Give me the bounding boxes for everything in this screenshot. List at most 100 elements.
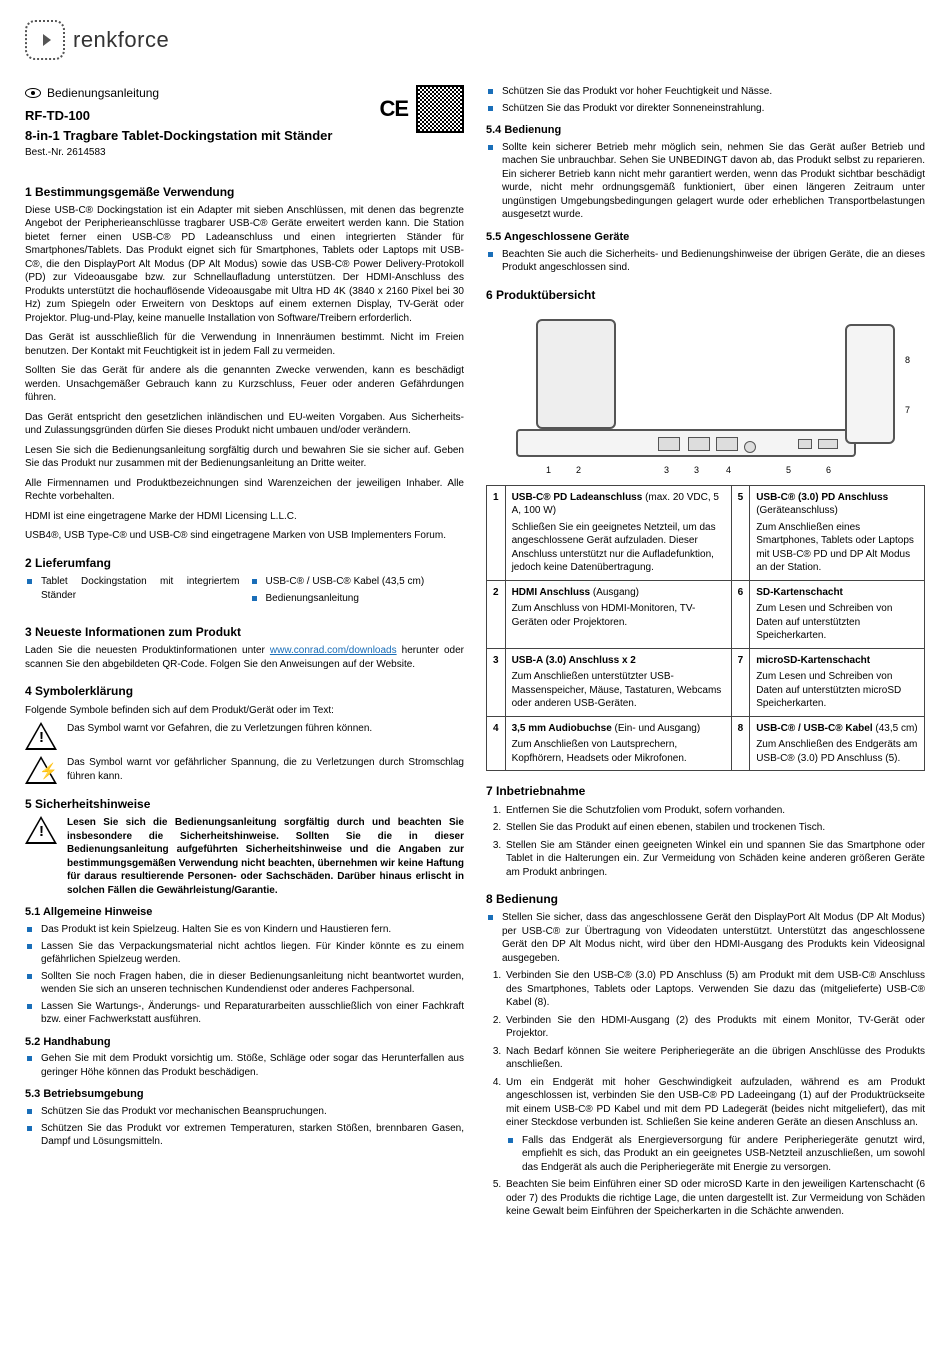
port-cell: USB-C® PD Ladeanschluss (max. 20 VDC, 5 …: [505, 485, 731, 580]
s51-item: Lassen Sie das Verpackungsmaterial nicht…: [25, 940, 464, 967]
logo-text: renkforce: [73, 25, 169, 55]
port-cell: USB-A (3.0) Anschluss x 2 Zum Anschließe…: [505, 648, 731, 716]
port-cell: 3,5 mm Audiobuchse (Ein- und Ausgang) Zu…: [505, 716, 731, 771]
voltage-icon: ⚡: [25, 756, 57, 784]
s51-item: Sollten Sie noch Fragen haben, die in di…: [25, 970, 464, 997]
section-5-heading: 5 Sicherheitshinweise: [25, 796, 464, 812]
diag-label: 1: [546, 464, 551, 476]
s3-text: Laden Sie die neuesten Produktinformatio…: [25, 644, 464, 671]
s51-item: Lassen Sie Wartungs-, Änderungs- und Rep…: [25, 1000, 464, 1027]
product-title: 8-in-1 Tragbare Tablet-Dockingstation mi…: [25, 127, 379, 145]
s51-item: Das Produkt ist kein Spielzeug. Halten S…: [25, 923, 464, 937]
section-3-heading: 3 Neueste Informationen zum Produkt: [25, 624, 464, 640]
warn-text-1: Das Symbol warnt vor Gefahren, die zu Ve…: [67, 722, 464, 736]
diag-label: 4: [726, 464, 731, 476]
safety-warn: Lesen Sie sich die Bedienungsanleitung s…: [67, 816, 464, 897]
port-desc: Zum Anschließen des Endgeräts am USB-C® …: [756, 738, 918, 765]
s4-intro: Folgende Symbole befinden sich auf dem P…: [25, 704, 464, 718]
s1-p1: Diese USB-C® Dockingstation ist ein Adap…: [25, 204, 464, 326]
port-num: 4: [487, 716, 506, 771]
s54-heading: 5.4 Bedienung: [486, 123, 925, 138]
ports-table: 1 USB-C® PD Ladeanschluss (max. 20 VDC, …: [486, 485, 925, 772]
port-desc: Zum Anschluss von HDMI-Monitoren, TV-Ger…: [512, 602, 725, 629]
port-sub: (Geräteanschluss): [756, 505, 838, 516]
s1-p7: HDMI ist eine eingetragene Marke der HDM…: [25, 510, 464, 524]
s53-item: Schützen Sie das Produkt vor direkter So…: [486, 102, 925, 116]
logo-icon: [25, 20, 65, 60]
s3-before: Laden Sie die neuesten Produktinformatio…: [25, 645, 270, 656]
s8-intro: Stellen Sie sicher, dass das angeschloss…: [486, 911, 925, 965]
s8-step: Verbinden Sie den HDMI-Ausgang (2) des P…: [504, 1014, 925, 1041]
s8-step: Verbinden Sie den USB-C® (3.0) PD Anschl…: [504, 969, 925, 1010]
port-title: USB-C® PD Ladeanschluss: [512, 492, 643, 503]
s55-item: Beachten Sie auch die Sicherheits- und B…: [486, 248, 925, 275]
section-8-heading: 8 Bedienung: [486, 891, 925, 907]
port-num: 6: [731, 580, 750, 648]
s1-p3: Sollten Sie das Gerät für andere als die…: [25, 364, 464, 405]
s53-heading: 5.3 Betriebsumgebung: [25, 1087, 464, 1102]
s8-step: Beachten Sie beim Einführen einer SD ode…: [504, 1178, 925, 1219]
product-overview-diagram: 1 2 3 3 4 5 6 7 8: [486, 309, 925, 479]
port-title: USB-C® (3.0) PD Anschluss: [756, 492, 888, 503]
s1-p2: Das Gerät ist ausschließlich für die Ver…: [25, 331, 464, 358]
section-7-heading: 7 Inbetriebnahme: [486, 783, 925, 799]
s7-step: Stellen Sie am Ständer einen geeigneten …: [504, 839, 925, 880]
port-num: 3: [487, 648, 506, 716]
port-cell: HDMI Anschluss (Ausgang) Zum Anschluss v…: [505, 580, 731, 648]
diag-label: 3: [664, 464, 669, 476]
port-sub: (Ausgang): [590, 587, 639, 598]
port-num: 2: [487, 580, 506, 648]
s8-step: Um ein Endgerät mit hoher Geschwindigkei…: [504, 1076, 925, 1175]
s55-heading: 5.5 Angeschlossene Geräte: [486, 230, 925, 245]
ce-mark: CE: [379, 94, 408, 124]
diag-label: 3: [694, 464, 699, 476]
diag-label: 5: [786, 464, 791, 476]
port-title: SD-Kartenschacht: [756, 587, 843, 598]
diag-label: 8: [905, 354, 910, 366]
ce-qr-group: CE: [379, 85, 464, 133]
s53-item: Schützen Sie das Produkt vor hoher Feuch…: [486, 85, 925, 99]
port-title: HDMI Anschluss: [512, 587, 591, 598]
scope-item: Bedienungsanleitung: [250, 592, 465, 606]
port-cell: SD-Kartenschacht Zum Lesen und Schreiben…: [750, 580, 925, 648]
diag-label: 7: [905, 404, 910, 416]
s51-heading: 5.1 Allgemeine Hinweise: [25, 905, 464, 920]
section-2-heading: 2 Lieferumfang: [25, 555, 464, 571]
port-cell: USB-C® (3.0) PD Anschluss (Geräteanschlu…: [750, 485, 925, 580]
s7-step: Stellen Sie das Produkt auf einen ebenen…: [504, 821, 925, 835]
warning-icon: !: [25, 722, 57, 750]
s1-p8: USB4®, USB Type-C® und USB-C® sind einge…: [25, 529, 464, 543]
downloads-link[interactable]: www.conrad.com/downloads: [270, 645, 397, 656]
scope-item: USB-C® / USB-C® Kabel (43,5 cm): [250, 575, 465, 589]
port-title: USB-C® / USB-C® Kabel: [756, 723, 872, 734]
port-title: microSD-Kartenschacht: [756, 655, 870, 666]
diag-label: 2: [576, 464, 581, 476]
s1-p6: Alle Firmennamen und Produktbezeichnunge…: [25, 477, 464, 504]
port-num: 1: [487, 485, 506, 580]
port-sub: (43,5 cm): [873, 723, 918, 734]
port-num: 8: [731, 716, 750, 771]
port-cell: microSD-Kartenschacht Zum Lesen und Schr…: [750, 648, 925, 716]
manual-icon: [25, 88, 41, 98]
section-6-heading: 6 Produktübersicht: [486, 287, 925, 303]
port-desc: Zum Anschließen von Lautsprechern, Kopfh…: [512, 738, 725, 765]
port-desc: Zum Lesen und Schreiben von Daten auf un…: [756, 670, 918, 711]
port-title: 3,5 mm Audiobuchse: [512, 723, 612, 734]
s1-p4: Das Gerät entspricht den gesetzlichen in…: [25, 411, 464, 438]
s1-p5: Lesen Sie sich die Bedienungsanleitung s…: [25, 444, 464, 471]
s53-item: Schützen Sie das Produkt vor mechanische…: [25, 1105, 464, 1119]
port-desc: Zum Lesen und Schreiben von Daten auf un…: [756, 602, 918, 643]
port-num: 7: [731, 648, 750, 716]
port-desc: Zum Anschließen eines Smartphones, Table…: [756, 521, 918, 575]
port-desc: Zum Anschließen unterstützter USB-Massen…: [512, 670, 725, 711]
port-desc: Schließen Sie ein geeignetes Netzteil, u…: [512, 521, 725, 575]
scope-item: Tablet Dockingstation mit integriertem S…: [25, 575, 240, 602]
doc-type-line: Bedienungsanleitung: [25, 85, 379, 101]
s54-item: Sollte kein sicherer Betrieb mehr möglic…: [486, 141, 925, 222]
section-1-heading: 1 Bestimmungsgemäße Verwendung: [25, 184, 464, 200]
port-num: 5: [731, 485, 750, 580]
s53-item: Schützen Sie das Produkt vor extremen Te…: [25, 1122, 464, 1149]
port-cell: USB-C® / USB-C® Kabel (43,5 cm) Zum Ansc…: [750, 716, 925, 771]
doc-type: Bedienungsanleitung: [47, 85, 159, 101]
s8-substep: Falls das Endgerät als Energieversorgung…: [506, 1134, 925, 1175]
